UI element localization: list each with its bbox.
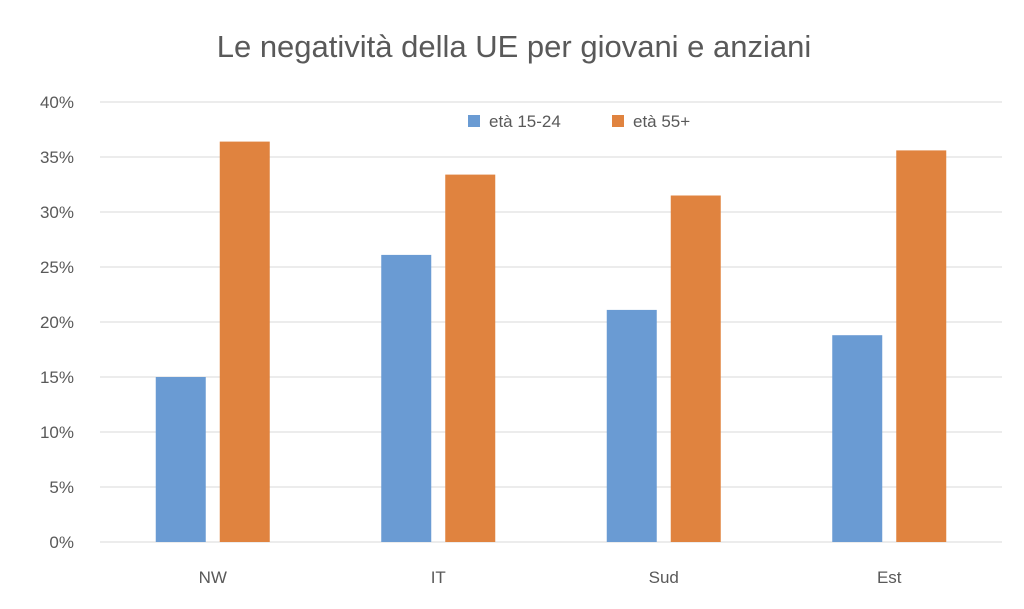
y-tick-label: 5% bbox=[49, 478, 74, 497]
y-axis-ticks: 0% 5% 10% 15% 20% 25% 30% 35% 40% bbox=[40, 93, 74, 552]
y-tick-label: 40% bbox=[40, 93, 74, 112]
x-tick-label: IT bbox=[431, 568, 446, 587]
y-tick-label: 30% bbox=[40, 203, 74, 222]
x-tick-label: Est bbox=[877, 568, 902, 587]
y-tick-label: 25% bbox=[40, 258, 74, 277]
bar-anziani-sud bbox=[670, 195, 721, 542]
legend-label: età 15-24 bbox=[489, 112, 561, 131]
bar-giovani-est bbox=[832, 335, 883, 542]
y-tick-label: 35% bbox=[40, 148, 74, 167]
y-tick-label: 10% bbox=[40, 423, 74, 442]
bars bbox=[155, 141, 947, 542]
bar-giovani-it bbox=[381, 254, 432, 542]
legend-label: età 55+ bbox=[633, 112, 690, 131]
chart-title: Le negatività della UE per giovani e anz… bbox=[217, 29, 812, 64]
y-tick-label: 0% bbox=[49, 533, 74, 552]
legend-swatch bbox=[468, 115, 480, 127]
bar-giovani-sud bbox=[606, 309, 657, 542]
bar-anziani-it bbox=[445, 174, 496, 542]
y-tick-label: 20% bbox=[40, 313, 74, 332]
y-tick-label: 15% bbox=[40, 368, 74, 387]
bar-anziani-est bbox=[896, 150, 947, 542]
x-axis-ticks: NW IT Sud Est bbox=[199, 568, 902, 587]
bar-giovani-nw bbox=[155, 377, 206, 542]
bar-anziani-nw bbox=[219, 141, 270, 542]
x-tick-label: NW bbox=[199, 568, 227, 587]
x-tick-label: Sud bbox=[649, 568, 679, 587]
legend: età 15-24 età 55+ bbox=[468, 112, 690, 131]
legend-swatch bbox=[612, 115, 624, 127]
